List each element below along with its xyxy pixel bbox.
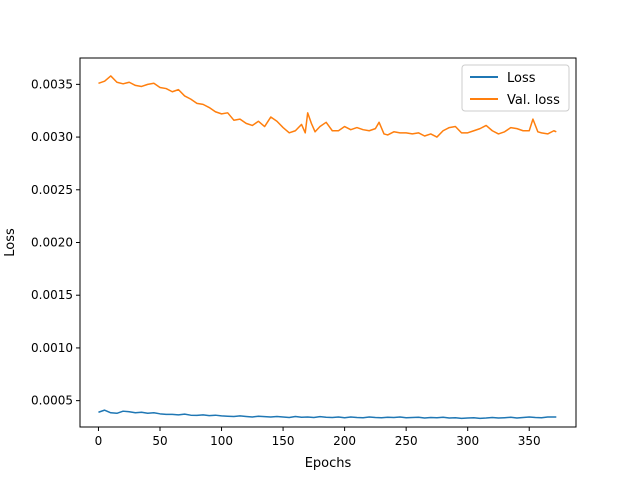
series-line-1 [98,75,557,138]
y-axis: 0.0005 0.0010 0.0015 0.0020 0.0025 0.0030 0.00… [31,77,80,408]
y-tick-label: 0.0005 [31,394,73,408]
y-axis-label: Loss [3,228,18,257]
x-tick-label: 300 [456,434,479,448]
y-tick-label: 0.0015 [31,288,73,302]
axes-frame [79,57,577,428]
legend-entry: Loss [507,71,536,86]
x-tick-label: 150 [272,434,295,448]
x-tick-label: 0 [95,434,103,448]
x-tick-label: 200 [333,434,356,448]
legend-entry: Val. loss [507,93,560,108]
y-tick-label: 0.0025 [31,183,73,197]
y-tick-label: 0.0020 [31,236,73,250]
x-tick-label: 50 [152,434,167,448]
x-axis-label: Epochs [305,456,352,471]
plot-area [98,75,557,420]
y-tick-label: 0.0035 [31,77,73,91]
legend: Loss Val. loss [461,64,570,112]
x-axis: 0 50 100 150 200 250 300 350 [95,427,541,448]
x-tick-label: 250 [395,434,418,448]
x-tick-label: 100 [210,434,233,448]
series-line-0 [98,409,557,420]
y-tick-label: 0.0010 [31,341,73,355]
y-tick-label: 0.0030 [31,130,73,144]
x-tick-label: 350 [518,434,541,448]
